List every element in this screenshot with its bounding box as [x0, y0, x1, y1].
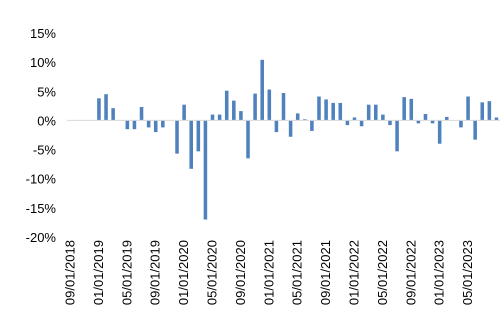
bar	[288, 120, 293, 137]
y-tick-label: 10%	[30, 55, 56, 70]
bar	[274, 120, 279, 133]
bar	[239, 111, 243, 121]
x-tick-label: 09/01/2021	[318, 240, 333, 305]
bar	[111, 108, 115, 121]
bar	[388, 120, 392, 126]
bar	[260, 59, 264, 121]
x-tick-label: 05/01/2023	[460, 240, 475, 305]
bar	[253, 93, 257, 121]
x-tick-label: 05/01/2021	[290, 240, 305, 305]
bar	[203, 120, 208, 220]
bar	[480, 102, 485, 121]
bar	[281, 93, 286, 121]
bar	[97, 98, 101, 121]
bar	[331, 102, 335, 121]
x-tick-label: 01/01/2019	[91, 240, 106, 305]
y-tick-label: 0%	[37, 113, 56, 128]
bar	[473, 120, 477, 140]
x-tick-label: 01/01/2020	[176, 240, 191, 305]
bar	[374, 104, 378, 121]
bar	[324, 99, 328, 121]
bar	[395, 120, 399, 152]
bar	[338, 102, 343, 121]
bar	[409, 98, 414, 121]
y-tick-label: -5%	[33, 143, 57, 158]
bar	[232, 100, 236, 121]
x-tick-label: 09/01/2018	[63, 240, 78, 305]
bar	[487, 101, 492, 121]
bar	[125, 120, 130, 130]
bar	[430, 120, 435, 124]
bar	[217, 114, 222, 121]
bar	[437, 120, 442, 144]
y-tick-label: -15%	[26, 201, 57, 216]
x-tick-label: 01/01/2023	[432, 240, 447, 305]
x-tick-label: 09/01/2019	[148, 240, 163, 305]
x-tick-label: 05/01/2019	[119, 240, 134, 305]
bar	[381, 114, 385, 121]
bar	[246, 120, 250, 159]
x-tick-label: 05/01/2022	[375, 240, 390, 305]
bar	[317, 96, 321, 121]
bar	[494, 117, 499, 121]
bar	[224, 90, 229, 121]
bar	[210, 114, 215, 121]
bar	[459, 120, 463, 128]
x-tick-label: 09/01/2022	[403, 240, 418, 305]
y-tick-label: 15%	[30, 26, 56, 41]
x-tick-label: 05/01/2020	[205, 240, 220, 305]
bar	[104, 94, 108, 121]
bar	[444, 116, 449, 121]
bar	[175, 120, 179, 154]
bar	[295, 113, 300, 121]
bar	[359, 120, 364, 127]
bar	[182, 104, 186, 121]
bar	[196, 120, 201, 152]
x-tick-label: 01/01/2021	[261, 240, 276, 305]
y-tick-label: -10%	[26, 172, 57, 187]
bar	[189, 120, 193, 169]
bar	[402, 97, 406, 121]
y-tick-label: 5%	[37, 84, 56, 99]
bar	[352, 117, 357, 121]
x-tick-label: 09/01/2020	[233, 240, 248, 305]
bar	[146, 120, 151, 128]
bar	[153, 120, 158, 133]
bar	[161, 120, 165, 128]
bar	[310, 120, 314, 131]
bar	[139, 107, 144, 121]
y-tick-label: -20%	[26, 230, 57, 245]
bar	[366, 104, 371, 121]
bar	[345, 120, 350, 126]
bar	[303, 119, 307, 121]
bar	[423, 114, 428, 121]
bar	[416, 120, 421, 124]
bar	[132, 120, 137, 130]
bar	[267, 89, 272, 121]
bar	[466, 96, 470, 121]
x-tick-label: 01/01/2022	[346, 240, 361, 305]
